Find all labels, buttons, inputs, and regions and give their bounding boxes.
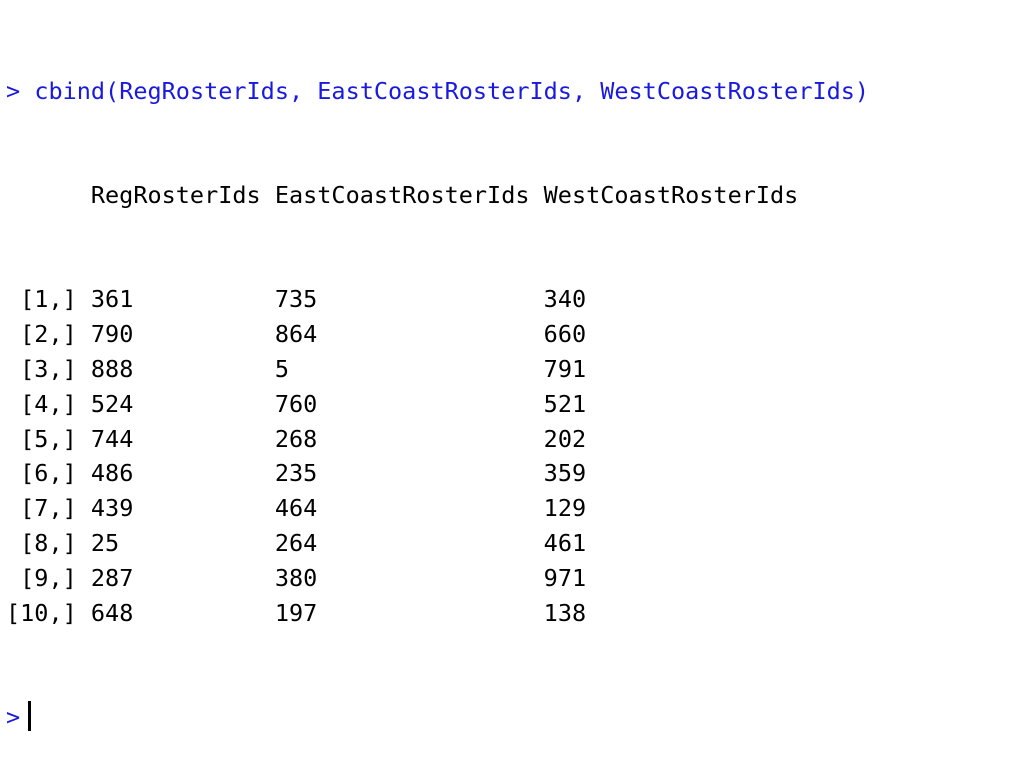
- table-row: [8,] 25 264 461: [6, 526, 869, 561]
- row-index: [5,]: [6, 424, 77, 453]
- row-index: [9,]: [6, 563, 77, 592]
- table-body: [1,] 361 735 340 [2,] 790 864 660 [3,] 8…: [6, 282, 869, 630]
- text-cursor: [28, 700, 32, 731]
- command-line: > cbind(RegRosterIds, EastCoastRosterIds…: [6, 74, 869, 109]
- table-cell: 5: [274, 354, 530, 383]
- table-cell: 660: [543, 320, 799, 349]
- table-cell: 464: [274, 494, 530, 523]
- table-cell: 202: [543, 424, 799, 453]
- input-prompt-symbol: >: [6, 702, 21, 731]
- table-cell: 735: [274, 285, 530, 314]
- table-cell: 760: [274, 389, 530, 418]
- table-cell: 287: [90, 563, 261, 592]
- table-cell: 268: [274, 424, 530, 453]
- table-row: [6,] 486 235 359: [6, 456, 869, 491]
- table-cell: 461: [543, 528, 799, 557]
- r-console[interactable]: > cbind(RegRosterIds, EastCoastRosterIds…: [6, 4, 869, 770]
- table-cell: 888: [90, 354, 261, 383]
- table-cell: 340: [543, 285, 799, 314]
- table-row: [5,] 744 268 202: [6, 422, 869, 457]
- table-cell: 791: [543, 354, 799, 383]
- table-cell: 129: [543, 494, 799, 523]
- table-cell: 790: [90, 320, 261, 349]
- table-cell: 971: [543, 563, 799, 592]
- prompt-symbol: >: [6, 76, 21, 105]
- table-row: [1,] 361 735 340: [6, 282, 869, 317]
- table-cell: 521: [543, 389, 799, 418]
- table-cell: 380: [274, 563, 530, 592]
- table-cell: 744: [90, 424, 261, 453]
- table-row: [4,] 524 760 521: [6, 387, 869, 422]
- table-row: [7,] 439 464 129: [6, 491, 869, 526]
- table-row: [10,] 648 197 138: [6, 596, 869, 631]
- column-header: WestCoastRosterIds: [543, 180, 799, 209]
- table-cell: 361: [90, 285, 261, 314]
- table-cell: 439: [90, 494, 261, 523]
- column-header: RegRosterIds: [90, 180, 261, 209]
- row-index: [10,]: [6, 598, 77, 627]
- input-line[interactable]: >: [6, 700, 869, 735]
- row-index: [8,]: [6, 528, 77, 557]
- table-cell: 138: [543, 598, 799, 627]
- column-header: EastCoastRosterIds: [274, 180, 530, 209]
- table-row: [2,] 790 864 660: [6, 317, 869, 352]
- row-index: [2,]: [6, 320, 77, 349]
- table-cell: 25: [90, 528, 261, 557]
- table-cell: 524: [90, 389, 261, 418]
- table-cell: 648: [90, 598, 261, 627]
- row-index: [3,]: [6, 354, 77, 383]
- table-row: [9,] 287 380 971: [6, 561, 869, 596]
- row-index: [4,]: [6, 389, 77, 418]
- table-cell: 864: [274, 320, 530, 349]
- table-header: RegRosterIds EastCoastRosterIds WestCoas…: [6, 178, 869, 213]
- row-index: [7,]: [6, 494, 77, 523]
- table-cell: 264: [274, 528, 530, 557]
- table-cell: 197: [274, 598, 530, 627]
- row-index: [1,]: [6, 285, 77, 314]
- command-text: cbind(RegRosterIds, EastCoastRosterIds, …: [34, 76, 870, 105]
- table-row: [3,] 888 5 791: [6, 352, 869, 387]
